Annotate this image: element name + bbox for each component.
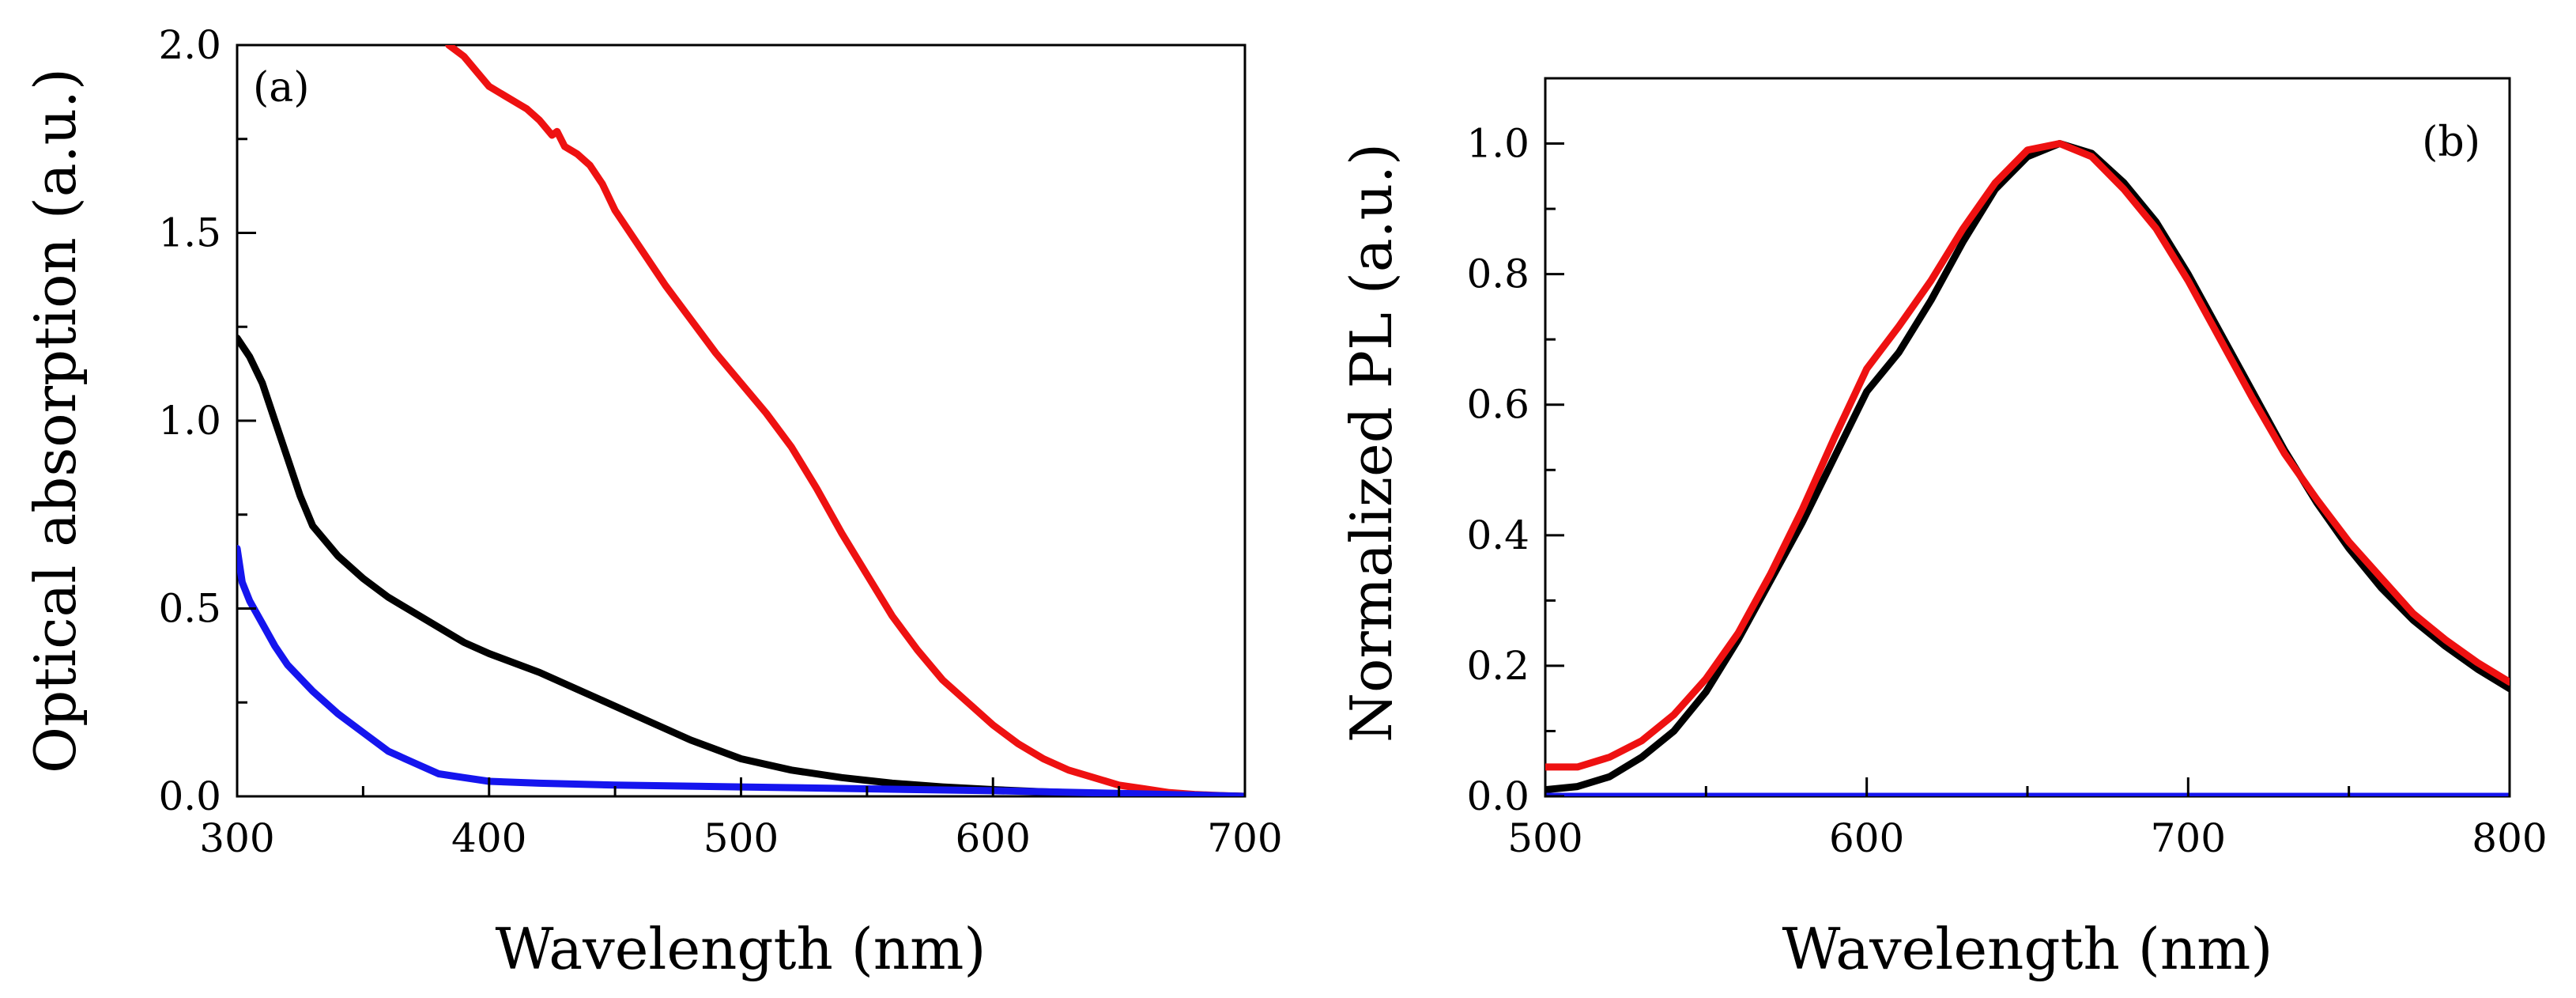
panel-b-series-black [1545,140,2510,794]
panel-b-series-red [1545,140,2510,771]
panel-b: 500 600 700 800 0.0 0.2 0.4 0.6 0.8 1.0 (b) Wavel… [1338,77,2548,982]
panel-b-x-tick-label: 500 [1507,815,1582,861]
panel-a-x-tick-label: 500 [703,815,779,861]
panel-b-label: (b) [2422,119,2480,166]
panel-b-x-axis-title: Wavelength (nm) [1782,916,2272,982]
panel-b-plot-frame [1544,77,2511,798]
panel-b-tick-layer: 500 600 700 800 0.0 0.2 0.4 0.6 0.8 1.0 [1466,77,2548,861]
panel-a-series-red [445,45,1245,796]
panel-b-x-tick-label: 700 [2151,815,2226,861]
panel-a-tick-layer: 300 400 500 600 700 0.0 0.5 1.0 1.5 2.0 [158,22,1282,861]
panel-b-y-tick-label: 0.4 [1466,512,1529,558]
panel-a-y-tick-label: 1.5 [158,210,221,256]
panel-a-y-tick-label: 0.5 [158,586,221,632]
panel-a-label: (a) [253,64,310,112]
panel-a-x-tick-label: 400 [451,815,526,861]
panel-b-y-axis-title: Normalized PL (a.u.) [1338,143,1405,743]
panel-a-y-tick-label: 2.0 [158,22,221,68]
panel-b-y-tick-label: 0.6 [1466,382,1529,428]
panel-a-y-tick-label: 1.0 [158,398,221,444]
panel-a-y-tick-label: 0.0 [158,773,221,819]
panel-a: 300 400 500 600 700 0.0 0.5 1.0 1.5 2.0 (a) Wavel… [22,22,1283,982]
panel-b-x-tick-label: 600 [1829,815,1904,861]
panel-a-y-axis-title: Optical absorption (a.u.) [22,68,89,773]
panel-a-x-tick-label: 300 [199,815,274,861]
panel-a-series-layer [237,45,1245,796]
panel-b-y-tick-label: 0.0 [1466,773,1529,819]
panel-a-series-blue [237,545,1245,796]
panel-b-series-layer [1545,140,2510,796]
panel-a-x-tick-label: 600 [956,815,1031,861]
panel-b-y-tick-label: 0.8 [1466,251,1529,297]
panel-b-y-tick-label: 0.2 [1466,643,1529,689]
panel-a-series-black [237,335,1245,796]
panel-a-plot-frame [236,43,1247,798]
panel-b-y-tick-label: 1.0 [1466,121,1529,167]
panel-a-x-tick-label: 700 [1207,815,1282,861]
panel-a-x-axis-title: Wavelength (nm) [495,916,986,982]
panel-b-x-tick-label: 800 [2472,815,2547,861]
